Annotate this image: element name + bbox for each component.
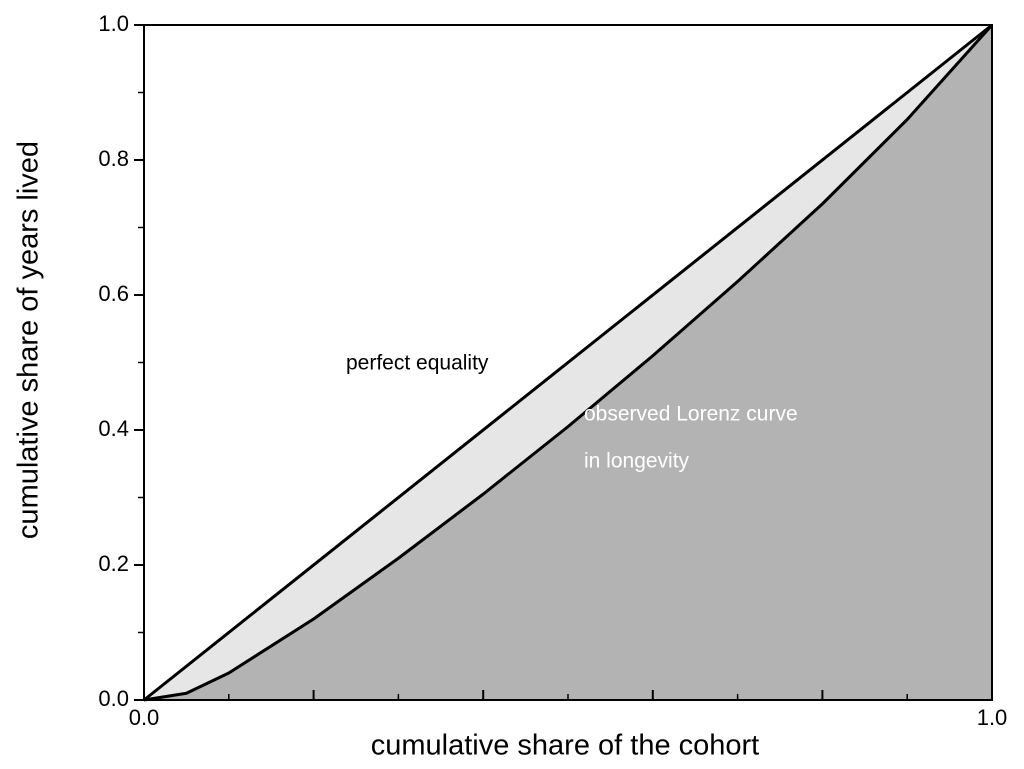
y-tick-label: 0.4 xyxy=(98,416,129,441)
x-tick-label: 1.0 xyxy=(977,705,1008,730)
y-tick-label: 1.0 xyxy=(98,11,129,36)
area xyxy=(144,25,992,700)
annotation: in longevity xyxy=(584,450,690,473)
x-axis-title: cumulative share of the cohort xyxy=(371,730,759,762)
line xyxy=(143,23,993,702)
annotation: perfect equality xyxy=(346,352,489,375)
line xyxy=(143,23,994,702)
y-tick-label: 0.2 xyxy=(98,551,129,576)
y-tick-label: 0.6 xyxy=(98,281,129,306)
x-tick-label: 0.0 xyxy=(129,705,160,730)
annotation: observed Lorenz curve xyxy=(584,403,798,426)
y-tick-label: 0.0 xyxy=(98,686,129,711)
y-tick-label: 0.8 xyxy=(98,146,129,171)
y-axis-title: cumulative share of years lived xyxy=(13,141,45,539)
